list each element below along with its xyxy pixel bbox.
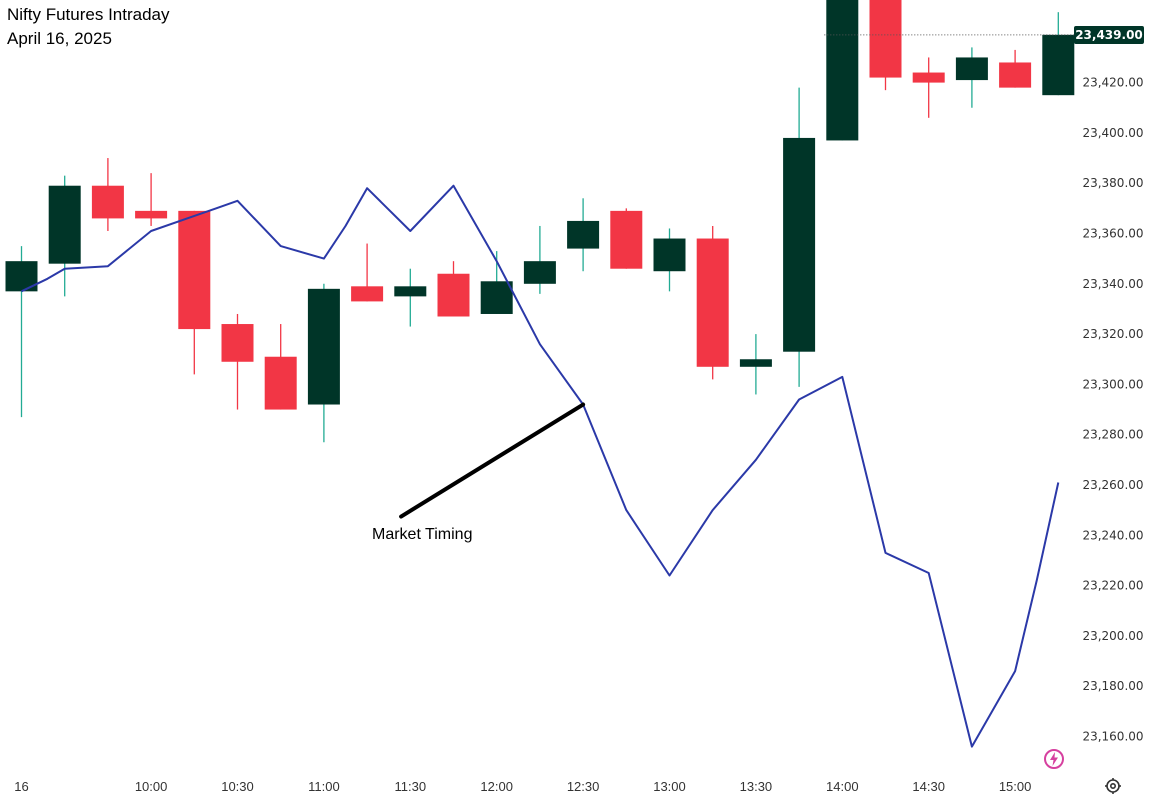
candle-body <box>437 273 470 317</box>
y-tick-label: 23,420.00 <box>1082 76 1143 90</box>
candle-body <box>999 62 1032 88</box>
candle-body <box>826 0 859 141</box>
x-tick-label: 10:00 <box>135 779 168 794</box>
x-tick-label: 11:00 <box>308 779 340 794</box>
y-tick-label: 23,400.00 <box>1082 126 1143 140</box>
candle-body <box>912 72 945 83</box>
x-tick-label: 11:30 <box>395 779 427 794</box>
y-tick-label: 23,220.00 <box>1082 579 1143 593</box>
annotation-pointer-line <box>399 402 586 519</box>
candle-body <box>610 210 643 269</box>
overlay-line <box>21 184 1060 748</box>
candle-body <box>783 137 816 352</box>
candle-body <box>1042 34 1075 96</box>
candle-body <box>221 324 254 362</box>
y-tick-label: 23,200.00 <box>1082 629 1143 643</box>
y-tick-label: 23,320.00 <box>1082 327 1143 341</box>
candle-body <box>523 261 556 284</box>
x-tick-label: 13:00 <box>653 779 686 794</box>
x-tick-label: 14:00 <box>826 779 859 794</box>
y-axis: 23,160.00 23,180.00 23,200.00 23,220.00 23,2… <box>1082 76 1143 744</box>
last-price-badge: 23,439.00 <box>1074 26 1144 44</box>
y-tick-label: 23,340.00 <box>1082 277 1143 291</box>
y-tick-label: 23,380.00 <box>1082 176 1143 190</box>
candle-body <box>48 185 81 264</box>
y-tick-label: 23,360.00 <box>1082 227 1143 241</box>
chart-title: Nifty Futures Intraday <box>7 5 170 24</box>
candle-body <box>653 238 686 272</box>
y-tick-label: 23,160.00 <box>1082 730 1143 744</box>
candle-body <box>264 356 297 410</box>
candle-body <box>91 185 124 219</box>
overlay-line-layer <box>21 184 1060 748</box>
x-tick-label: 12:30 <box>567 779 600 794</box>
candle-body <box>696 238 729 367</box>
x-tick-label: 13:30 <box>740 779 773 794</box>
y-tick-label: 23,280.00 <box>1082 428 1143 442</box>
x-tick-label: 14:30 <box>912 779 945 794</box>
settings-icon[interactable] <box>1104 777 1122 795</box>
candle-body <box>178 210 211 330</box>
candle-body <box>394 286 427 297</box>
chart-subtitle: April 16, 2025 <box>7 29 112 48</box>
y-tick-label: 23,180.00 <box>1082 679 1143 693</box>
candle-body <box>739 359 772 367</box>
candle-body <box>307 288 340 405</box>
candle-body <box>869 0 902 78</box>
lightning-icon[interactable] <box>1043 748 1065 770</box>
x-tick-label: 12:00 <box>480 779 513 794</box>
candle-body <box>351 286 384 302</box>
annotation-label: Market Timing <box>372 526 473 543</box>
x-tick-label: 10:30 <box>221 779 254 794</box>
x-tick-label: 16 <box>14 779 28 794</box>
y-tick-label: 23,260.00 <box>1082 478 1143 492</box>
candles-layer <box>5 0 1075 443</box>
x-tick-label: 15:00 <box>999 779 1032 794</box>
candle-body <box>955 57 988 81</box>
candle-body <box>480 281 513 314</box>
annotation-layer <box>399 34 1075 519</box>
candle-body <box>135 210 168 219</box>
y-tick-label: 23,240.00 <box>1082 528 1143 542</box>
candle-body <box>567 220 600 249</box>
y-tick-label: 23,300.00 <box>1082 377 1143 391</box>
x-axis: 16 10:00 10:30 11:00 11:30 12:00 12:30 13:00 13:… <box>14 779 1031 794</box>
